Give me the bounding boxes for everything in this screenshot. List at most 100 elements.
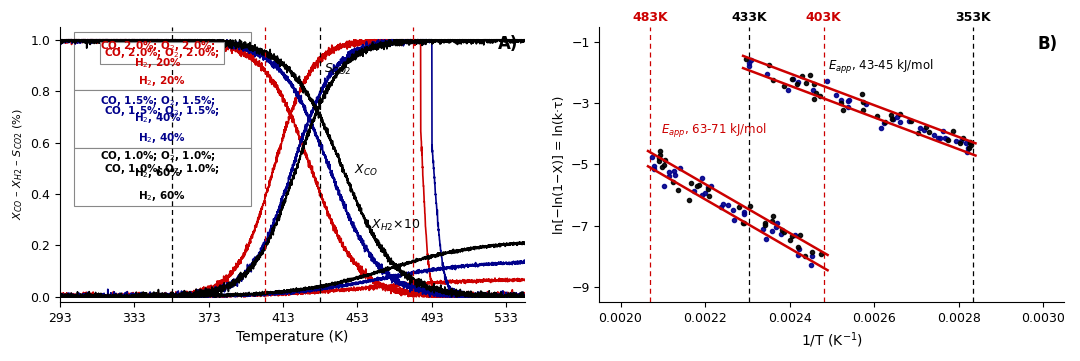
- Point: [883, 116, 901, 122]
- Text: CO, 2.0%; O$_2$, 2.0%;: CO, 2.0%; O$_2$, 2.0%;: [99, 39, 216, 53]
- Point: [819, 79, 836, 84]
- Point: [656, 162, 673, 168]
- Point: [735, 210, 753, 216]
- Point: [772, 231, 789, 236]
- Point: [731, 204, 748, 210]
- Point: [959, 149, 976, 155]
- Text: H$_2$, 20%: H$_2$, 20%: [134, 56, 181, 70]
- Point: [892, 119, 909, 125]
- Text: $E_{app}$, 63-71 kJ/mol: $E_{app}$, 63-71 kJ/mol: [661, 122, 767, 140]
- Point: [738, 56, 755, 62]
- Point: [802, 262, 820, 268]
- Point: [797, 80, 814, 86]
- Point: [768, 224, 785, 230]
- Point: [665, 168, 683, 174]
- Point: [700, 184, 717, 190]
- Point: [853, 92, 870, 97]
- FancyBboxPatch shape: [73, 32, 251, 90]
- Point: [854, 108, 872, 113]
- Point: [910, 125, 928, 131]
- Point: [651, 152, 669, 157]
- Point: [804, 249, 821, 255]
- Point: [939, 136, 956, 142]
- Point: [743, 57, 760, 62]
- Point: [805, 87, 822, 93]
- Point: [758, 236, 775, 242]
- Point: [962, 142, 980, 148]
- Point: [932, 135, 949, 141]
- Point: [653, 165, 671, 170]
- Point: [725, 207, 742, 213]
- Point: [700, 193, 717, 199]
- Point: [672, 165, 689, 171]
- X-axis label: 1/T (K$^{-1}$): 1/T (K$^{-1}$): [801, 330, 863, 350]
- Point: [807, 91, 824, 96]
- Point: [833, 97, 850, 103]
- Text: CO, 1.5%; O$_2$, 1.5%;: CO, 1.5%; O$_2$, 1.5%;: [99, 94, 216, 108]
- Point: [794, 73, 811, 78]
- Text: H$_2$, 60%: H$_2$, 60%: [138, 189, 186, 203]
- Point: [833, 100, 850, 105]
- Point: [764, 228, 781, 234]
- Text: $\mathit{X_{CO}}$: $\mathit{X_{CO}}$: [354, 162, 378, 178]
- Text: 353K: 353K: [955, 11, 990, 24]
- Text: $\mathit{S_{CO2}}$: $\mathit{S_{CO2}}$: [324, 62, 352, 77]
- Y-axis label: $X_{CO}$ – $X_{H2}$ – $S_{CO2}$ (%): $X_{CO}$ – $X_{H2}$ – $S_{CO2}$ (%): [11, 109, 25, 220]
- Point: [903, 118, 920, 124]
- Point: [892, 111, 909, 117]
- Point: [686, 188, 703, 193]
- Point: [735, 220, 753, 226]
- Point: [644, 155, 661, 160]
- Point: [944, 128, 961, 134]
- Point: [666, 173, 684, 178]
- Point: [783, 233, 800, 239]
- Point: [840, 104, 858, 109]
- Point: [957, 140, 974, 146]
- Point: [780, 87, 797, 93]
- Point: [885, 116, 902, 122]
- Point: [726, 217, 743, 223]
- Point: [784, 77, 801, 82]
- Point: [855, 99, 873, 105]
- Point: [889, 114, 906, 120]
- Text: H$_2$, 60%: H$_2$, 60%: [134, 166, 181, 180]
- Point: [760, 62, 778, 68]
- Point: [650, 156, 667, 161]
- X-axis label: Temperature (K): Temperature (K): [237, 330, 349, 344]
- Point: [960, 145, 977, 151]
- Text: $\mathit{X_{H2}}\mathit{\times}$10: $\mathit{X_{H2}}\mathit{\times}$10: [370, 218, 420, 233]
- Point: [901, 118, 918, 124]
- Point: [840, 97, 858, 103]
- Point: [740, 63, 757, 69]
- Point: [741, 203, 758, 209]
- Point: [791, 246, 808, 252]
- Text: A): A): [498, 35, 518, 53]
- Point: [683, 180, 700, 186]
- Text: 483K: 483K: [632, 11, 667, 24]
- Point: [774, 230, 792, 235]
- Point: [960, 145, 977, 151]
- Y-axis label: ln[−ln(1−X)] = ln(k·τ): ln[−ln(1−X)] = ln(k·τ): [553, 95, 566, 234]
- Point: [664, 179, 681, 184]
- Point: [961, 139, 978, 145]
- Point: [689, 183, 706, 189]
- Point: [741, 60, 758, 65]
- Point: [670, 187, 687, 193]
- Point: [734, 220, 752, 226]
- Point: [696, 190, 713, 196]
- Point: [657, 157, 674, 162]
- Text: H$_2$, 20%: H$_2$, 20%: [138, 74, 186, 88]
- Point: [713, 204, 730, 209]
- Point: [775, 84, 793, 90]
- Text: CO, 1.5%; O$_2$, 1.5%;: CO, 1.5%; O$_2$, 1.5%;: [105, 104, 220, 118]
- Point: [680, 197, 698, 203]
- Point: [909, 130, 927, 135]
- Point: [699, 186, 716, 191]
- Point: [947, 138, 964, 143]
- Point: [719, 203, 737, 208]
- Point: [651, 148, 669, 154]
- Text: $E_{app}$, 43-45 kJ/mol: $E_{app}$, 43-45 kJ/mol: [827, 58, 933, 76]
- FancyBboxPatch shape: [73, 148, 251, 206]
- Point: [757, 220, 774, 226]
- Point: [756, 222, 773, 228]
